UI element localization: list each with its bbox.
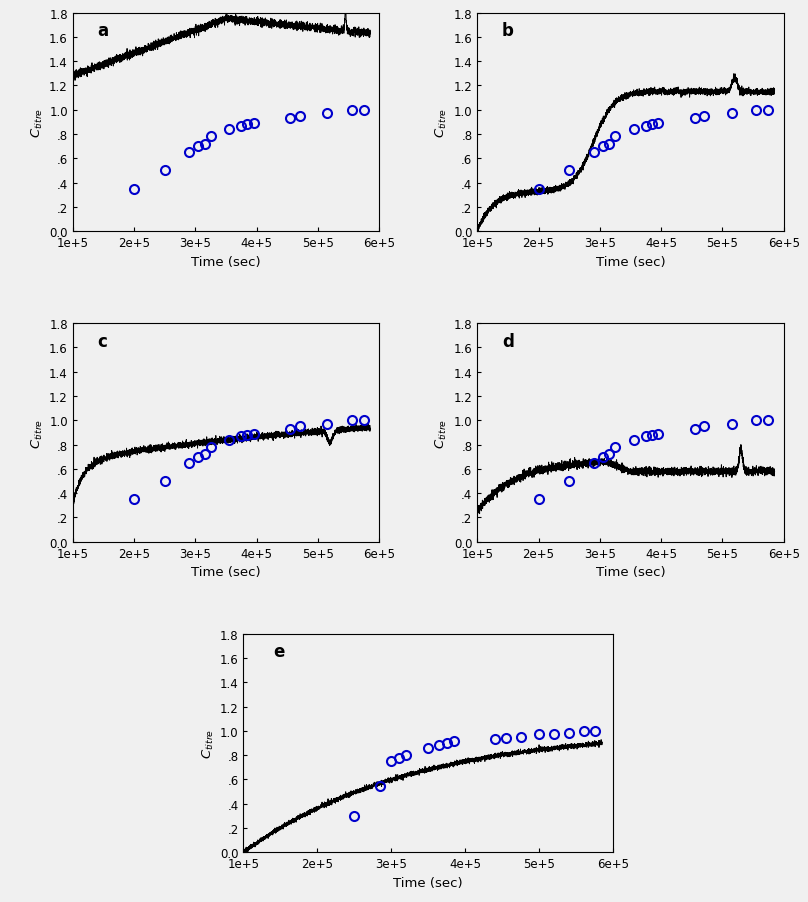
X-axis label: Time (sec): Time (sec)	[393, 876, 463, 888]
Y-axis label: $C_{titre}$: $C_{titre}$	[435, 418, 449, 448]
Y-axis label: $C_{titre}$: $C_{titre}$	[30, 107, 45, 138]
X-axis label: Time (sec): Time (sec)	[595, 566, 665, 578]
Text: e: e	[273, 642, 284, 660]
Y-axis label: $C_{titre}$: $C_{titre}$	[200, 728, 216, 759]
Text: d: d	[502, 333, 514, 351]
Text: b: b	[502, 23, 514, 41]
Text: c: c	[97, 333, 107, 351]
X-axis label: Time (sec): Time (sec)	[191, 255, 261, 269]
Y-axis label: $C_{titre}$: $C_{titre}$	[30, 418, 45, 448]
X-axis label: Time (sec): Time (sec)	[595, 255, 665, 269]
Text: a: a	[97, 23, 108, 41]
Y-axis label: $C_{titre}$: $C_{titre}$	[435, 107, 449, 138]
X-axis label: Time (sec): Time (sec)	[191, 566, 261, 578]
